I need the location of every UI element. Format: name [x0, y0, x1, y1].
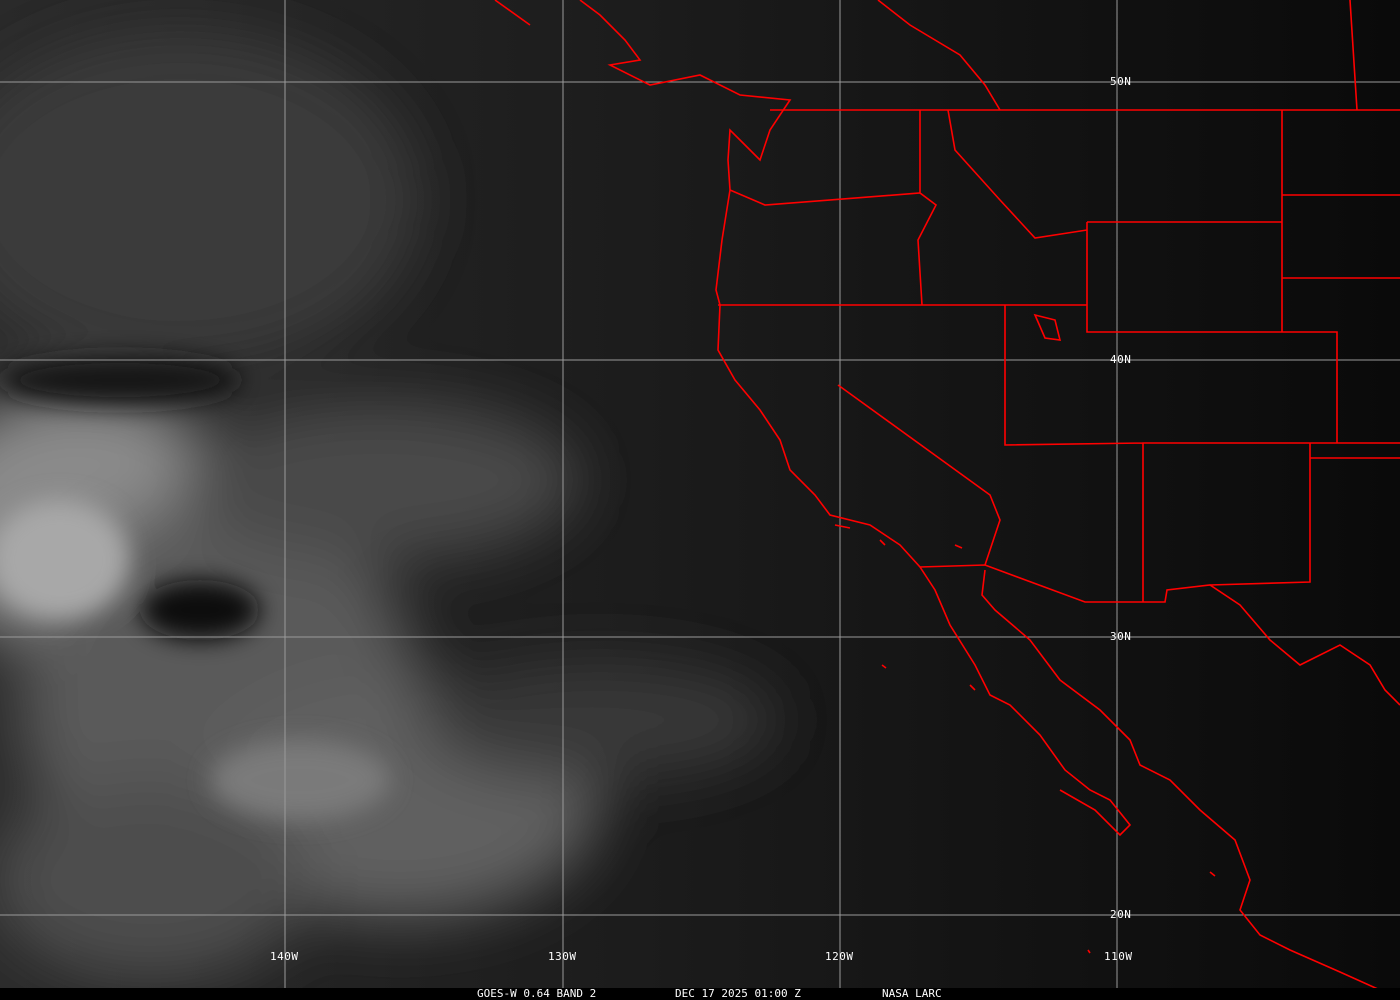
- longitude-label: 110W: [1104, 950, 1133, 963]
- longitude-label: 140W: [270, 950, 299, 963]
- state-borders: [718, 0, 1400, 602]
- political-borders: [494, 0, 1400, 988]
- latitude-label: 30N: [1110, 630, 1132, 643]
- us-mexico-border: [919, 564, 1400, 706]
- alberta-border: [877, 0, 1001, 111]
- satellite-band-label: GOES-W 0.64 BAND 2: [477, 987, 597, 1000]
- source-label: NASA LARC: [882, 987, 942, 1000]
- image-caption-bar: GOES-W 0.64 BAND 2 DEC 17 2025 01:00 Z N…: [0, 988, 1400, 1000]
- islands: [834, 313, 1216, 954]
- longitude-label: 130W: [548, 950, 577, 963]
- latitude-label: 40N: [1110, 353, 1132, 366]
- pacific-coastline: [494, 0, 1132, 837]
- latitude-label: 50N: [1110, 75, 1132, 88]
- longitude-label: 120W: [825, 950, 854, 963]
- cloud-bands: [0, 355, 390, 820]
- cloud-cover: [0, 30, 780, 980]
- gulf-of-california-coast: [981, 569, 1378, 988]
- latitude-label: 20N: [1110, 908, 1132, 921]
- timestamp-label: DEC 17 2025 01:00 Z: [675, 987, 801, 1000]
